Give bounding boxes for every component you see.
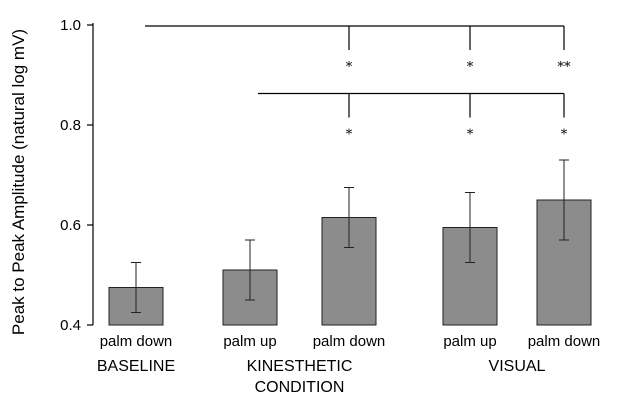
group-label: VISUAL [489,358,546,375]
significance-mark: * [346,128,353,143]
y-axis-label: Peak to Peak Amplitude (natural log mV) [9,29,28,335]
y-tick-label: 0.8 [60,117,81,134]
group-label: CONDITION [255,379,345,396]
x-tick-label: palm up [223,333,276,350]
significance-mark: * [346,60,353,75]
x-tick-label: palm down [100,333,173,350]
plot-area: 0.4 0.6 0.8 1.0 palm down palm up palm down pal… [60,17,600,396]
x-tick-label: palm down [528,333,601,350]
group-label: KINESTHETIC [247,358,353,375]
y-tick-label: 1.0 [60,17,81,34]
x-tick-label: palm up [443,333,496,350]
y-tick-label: 0.4 [60,317,81,334]
y-tick-label: 0.6 [60,217,81,234]
significance-mark: * [561,128,568,143]
group-label: BASELINE [97,358,175,375]
significance-mark: ** [558,60,572,75]
significance-mark: * [467,128,474,143]
x-tick-label: palm down [313,333,386,350]
significance-mark: * [467,60,474,75]
